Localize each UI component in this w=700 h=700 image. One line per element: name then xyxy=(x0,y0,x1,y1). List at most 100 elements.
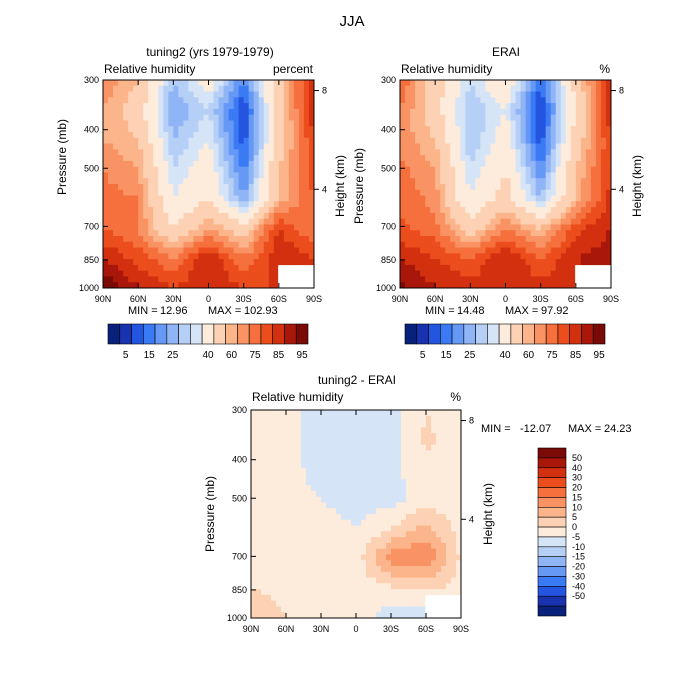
heatmap-cell xyxy=(590,195,597,202)
heatmap-cell xyxy=(510,270,517,277)
heatmap-cell xyxy=(431,462,437,469)
heatmap-cell xyxy=(266,519,272,527)
heatmap-cell xyxy=(178,195,184,202)
heatmap-cell xyxy=(286,485,292,492)
heatmap-cell xyxy=(400,201,406,208)
heatmap-cell xyxy=(371,594,377,602)
heatmap-cell xyxy=(291,427,297,434)
heatmap-cell xyxy=(148,172,154,179)
heatmap-cell xyxy=(113,230,119,237)
heatmap-cell xyxy=(273,80,280,87)
heatmap-cell xyxy=(183,276,189,283)
heatmap-cell xyxy=(248,155,255,162)
heatmap-cell xyxy=(266,583,272,590)
heatmap-cell xyxy=(268,259,275,266)
heatmap-cell xyxy=(415,230,421,237)
heatmap-cell xyxy=(143,218,149,225)
heatmap-cell xyxy=(525,143,532,150)
heatmap-cell xyxy=(425,230,431,237)
heatmap-cell xyxy=(291,490,297,498)
heatmap-cell xyxy=(243,120,250,127)
heatmap-cell xyxy=(271,485,277,492)
heatmap-cell xyxy=(208,91,215,98)
heatmap-cell xyxy=(510,276,517,283)
heatmap-cell xyxy=(341,554,347,561)
heatmap-cell xyxy=(103,137,109,145)
missing-data-region xyxy=(278,265,315,289)
heatmap-cell xyxy=(256,410,262,417)
heatmap-cell xyxy=(261,554,267,561)
heatmap-cell xyxy=(233,195,240,202)
heatmap-cell xyxy=(291,612,297,619)
heatmap-cell xyxy=(480,276,486,283)
heatmap-cell xyxy=(455,236,461,243)
heatmap-cell xyxy=(540,103,547,110)
heatmap-cell xyxy=(406,589,412,596)
heatmap-cell xyxy=(421,485,427,492)
heatmap-cell xyxy=(258,172,265,179)
heatmap-cell xyxy=(113,270,119,277)
heatmap-cell xyxy=(495,166,501,173)
heatmap-cell xyxy=(173,230,179,237)
heatmap-cell xyxy=(530,282,537,289)
heatmap-cell xyxy=(420,137,426,145)
heatmap-cell xyxy=(470,230,476,237)
heatmap-cell xyxy=(460,201,466,208)
heatmap-cell xyxy=(550,241,557,249)
heatmap-cell xyxy=(321,450,327,457)
heatmap-cell xyxy=(298,103,305,110)
heatmap-cell xyxy=(565,241,572,249)
heatmap-cell xyxy=(530,247,537,254)
heatmap-cell xyxy=(510,80,517,87)
heatmap-cell xyxy=(356,450,362,457)
heatmap-cell xyxy=(460,264,466,272)
heatmap-cell xyxy=(371,519,377,527)
heatmap-cell xyxy=(263,259,270,266)
heatmap-cell xyxy=(450,160,456,168)
heatmap-cell xyxy=(416,433,422,440)
heatmap-cell xyxy=(301,594,307,602)
heatmap-cell xyxy=(271,410,277,417)
heatmap-cell xyxy=(560,224,567,231)
heatmap-cell xyxy=(118,103,124,110)
heatmap-cell xyxy=(401,421,407,428)
heatmap-cell xyxy=(400,143,406,150)
heatmap-cell xyxy=(293,91,300,98)
heatmap-cell xyxy=(336,462,342,469)
heatmap-cell xyxy=(495,143,501,150)
heatmap-cell xyxy=(420,282,426,289)
heatmap-cell xyxy=(256,577,262,584)
heatmap-cell xyxy=(208,224,215,231)
heatmap-cell xyxy=(261,444,267,451)
heatmap-cell xyxy=(238,149,245,156)
heatmap-cell xyxy=(485,276,491,283)
heatmap-cell xyxy=(138,149,144,156)
heatmap-cell xyxy=(326,456,332,463)
heatmap-cell xyxy=(331,479,337,486)
heatmap-cell xyxy=(308,184,315,191)
heatmap-cell xyxy=(298,230,305,237)
heatmap-cell xyxy=(510,241,517,249)
heatmap-cell xyxy=(530,241,537,249)
heatmap-cell xyxy=(420,103,426,110)
heatmap-cell xyxy=(133,126,139,133)
heatmap-cell xyxy=(435,201,441,208)
heatmap-cell xyxy=(148,282,154,289)
heatmap-cell xyxy=(298,224,305,231)
heatmap-cell xyxy=(336,600,342,607)
heatmap-cell xyxy=(381,508,387,515)
heatmap-cell xyxy=(450,178,456,185)
heatmap-cell xyxy=(575,259,582,266)
heatmap-cell xyxy=(331,583,337,590)
heatmap-cell xyxy=(605,253,612,260)
heatmap-cell xyxy=(296,479,302,486)
heatmap-cell xyxy=(113,149,119,156)
heatmap-cell xyxy=(401,502,407,509)
heatmap-cell xyxy=(431,490,437,498)
heatmap-cell xyxy=(103,143,109,150)
heatmap-cell xyxy=(565,103,572,110)
heatmap-cell xyxy=(238,282,245,289)
heatmap-cell xyxy=(261,502,267,509)
heatmap-cell xyxy=(455,132,461,139)
heatmap-cell xyxy=(228,184,235,191)
